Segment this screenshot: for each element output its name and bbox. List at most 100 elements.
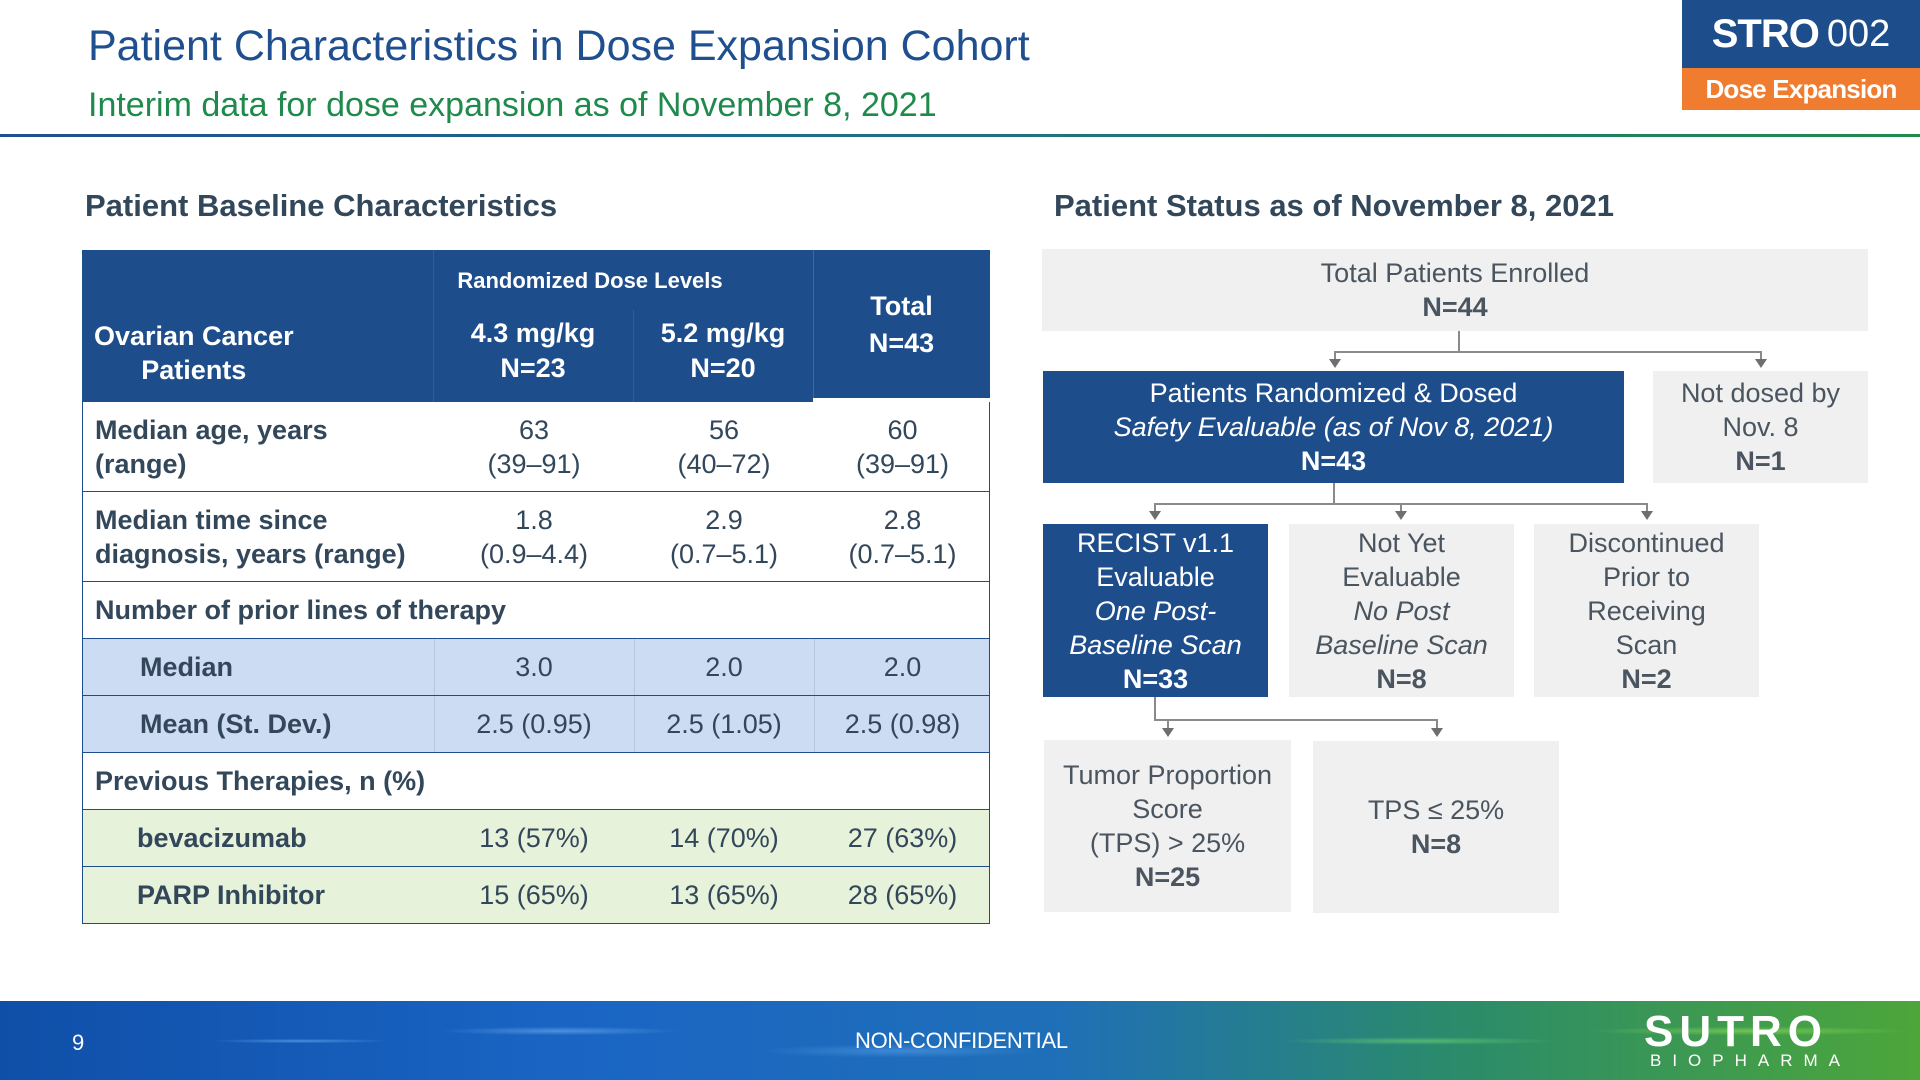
row-label-line: (range) — [95, 449, 187, 479]
row-label: Number of prior lines of therapy — [95, 595, 507, 625]
flow-box-label: Scan — [1615, 629, 1678, 660]
flow-connector — [1167, 719, 1169, 728]
flow-box-count: N=1 — [1735, 446, 1786, 476]
cell-range: (40–72) — [677, 449, 771, 479]
table-cell: 56 (40–72) — [634, 413, 814, 481]
header-total: Total N=43 — [813, 288, 990, 362]
row-label: Mean (St. Dev.) — [140, 709, 332, 739]
flow-box-discontinued: Discontinued Prior to Receiving Scan N=2 — [1534, 524, 1759, 697]
row-label: Median age, years (range) — [95, 413, 328, 481]
flow-box-randomized: Patients Randomized & Dosed Safety Evalu… — [1043, 371, 1624, 483]
flow-box-not-yet-evaluable: Not Yet Evaluable No Post Baseline Scan … — [1289, 524, 1514, 697]
flow-box-sublabel: No Post — [1353, 595, 1450, 626]
table-cell: 63 (39–91) — [434, 413, 634, 481]
header-dose-1-n: N=23 — [500, 353, 566, 383]
arrow-down-icon — [1149, 511, 1161, 520]
status-heading: Patient Status as of November 8, 2021 — [1054, 188, 1614, 223]
table-row: Median time since diagnosis, years (rang… — [82, 492, 990, 582]
flow-box-label: Score — [1132, 794, 1203, 824]
badge-phase-label: Dose Expansion — [1682, 68, 1920, 110]
table-cell: 1.8 (0.9–4.4) — [434, 503, 634, 571]
cell-value: 2.8 — [883, 505, 922, 535]
table-cell: 2.0 — [705, 652, 743, 682]
company-logo: SUTRO — [1644, 1007, 1828, 1056]
table-cell: 2.5 (0.95) — [476, 709, 592, 739]
table-row: Median 3.0 2.0 2.0 — [82, 639, 990, 696]
row-label: Previous Therapies, n (%) — [95, 766, 426, 796]
flow-connector — [1154, 503, 1156, 511]
flow-box-label: Patients Randomized & Dosed — [1149, 378, 1518, 408]
arrow-down-icon — [1641, 511, 1653, 520]
flow-box-count: N=8 — [1376, 663, 1427, 694]
flow-box-label: Evaluable — [1342, 561, 1461, 592]
header-divider-line — [433, 250, 434, 402]
table-cell: 2.8 (0.7–5.1) — [814, 503, 991, 571]
arrow-down-icon — [1431, 728, 1443, 737]
row-label-line: diagnosis, years (range) — [95, 539, 406, 569]
cell-value: 1.8 — [515, 505, 553, 535]
flow-connector — [1436, 719, 1438, 728]
header-group-label: Randomized Dose Levels — [457, 268, 723, 293]
cell-divider — [434, 696, 435, 752]
flow-connector — [1154, 697, 1156, 720]
flow-box-sublabel: Safety Evaluable (as of Nov 8, 2021) — [1113, 412, 1554, 442]
flow-connector — [1334, 351, 1336, 359]
table-cell: 3.0 — [515, 652, 553, 682]
header-dose-1: 4.3 mg/kg N=23 — [433, 316, 633, 386]
cell-range: (0.9–4.4) — [479, 539, 589, 569]
flow-box-tps-high: Tumor Proportion Score (TPS) > 25% N=25 — [1044, 740, 1291, 912]
table-cell: 60 (39–91) — [814, 413, 991, 481]
flow-box-count: N=43 — [1300, 446, 1367, 476]
row-label: Median time since diagnosis, years (rang… — [95, 503, 406, 571]
row-label: PARP Inhibitor — [137, 880, 325, 910]
cell-range: (39–91) — [487, 449, 581, 479]
flow-connector — [1760, 351, 1762, 359]
baseline-heading: Patient Baseline Characteristics — [85, 188, 558, 223]
flow-connector — [1646, 503, 1648, 511]
table-section-row: Number of prior lines of therapy — [82, 582, 990, 639]
flow-box-count: N=8 — [1410, 829, 1462, 859]
header-dose-2: 5.2 mg/kg N=20 — [633, 316, 813, 386]
cell-value: 60 — [887, 415, 918, 445]
baseline-table: Ovarian Cancer Patients Randomized Dose … — [82, 250, 990, 924]
table-cell: 28 (65%) — [847, 880, 958, 910]
flow-box-count: N=2 — [1621, 663, 1672, 694]
header-row-label-line: Patients — [141, 355, 247, 385]
header-divider — [0, 134, 1920, 137]
page-subtitle: Interim data for dose expansion as of No… — [88, 86, 937, 124]
arrow-down-icon — [1162, 728, 1174, 737]
row-label: Median — [140, 652, 234, 682]
confidentiality-label: NON-CONFIDENTIAL — [855, 1028, 1068, 1053]
table-cell: 2.0 — [883, 652, 922, 682]
row-label-line: Median age, years — [95, 415, 328, 445]
flow-connector — [1334, 351, 1762, 353]
table-cell: 2.5 (1.05) — [666, 709, 782, 739]
table-row: Mean (St. Dev.) 2.5 (0.95) 2.5 (1.05) 2.… — [82, 696, 990, 753]
row-label: bevacizumab — [137, 823, 307, 853]
flow-box-label: Receiving — [1587, 595, 1706, 626]
flow-box-label: Nov. 8 — [1722, 412, 1799, 442]
table-cell: 14 (70%) — [669, 823, 779, 853]
header-dose-1-level: 4.3 mg/kg — [470, 318, 596, 348]
flow-box-label: Not Yet — [1357, 527, 1446, 558]
cell-divider — [634, 696, 635, 752]
arrow-down-icon — [1755, 359, 1767, 368]
table-cell: 27 (63%) — [847, 823, 958, 853]
flow-box-label: RECIST v1.1 — [1076, 527, 1235, 558]
flow-box-label: (TPS) > 25% — [1089, 828, 1246, 858]
cell-divider — [814, 696, 815, 752]
badge-program-name: STRO — [1711, 11, 1820, 56]
table-cell: 13 (65%) — [669, 880, 779, 910]
header-row-label-line: Ovarian Cancer — [94, 321, 294, 351]
page-number: 9 — [72, 1030, 85, 1055]
header-total-n: N=43 — [868, 328, 935, 358]
flow-box-count: N=44 — [1422, 292, 1488, 322]
cell-divider — [634, 639, 635, 695]
flow-box-label: Tumor Proportion — [1062, 760, 1273, 790]
table-cell: 2.9 (0.7–5.1) — [634, 503, 814, 571]
program-badge: STRO 002 — [1682, 0, 1920, 68]
flow-box-recist-evaluable: RECIST v1.1 Evaluable One Post- Baseline… — [1043, 524, 1268, 697]
row-label-line: Median time since — [95, 505, 328, 535]
flow-box-sublabel: One Post- — [1094, 595, 1217, 626]
flow-box-enrolled: Total Patients Enrolled N=44 — [1042, 249, 1868, 331]
